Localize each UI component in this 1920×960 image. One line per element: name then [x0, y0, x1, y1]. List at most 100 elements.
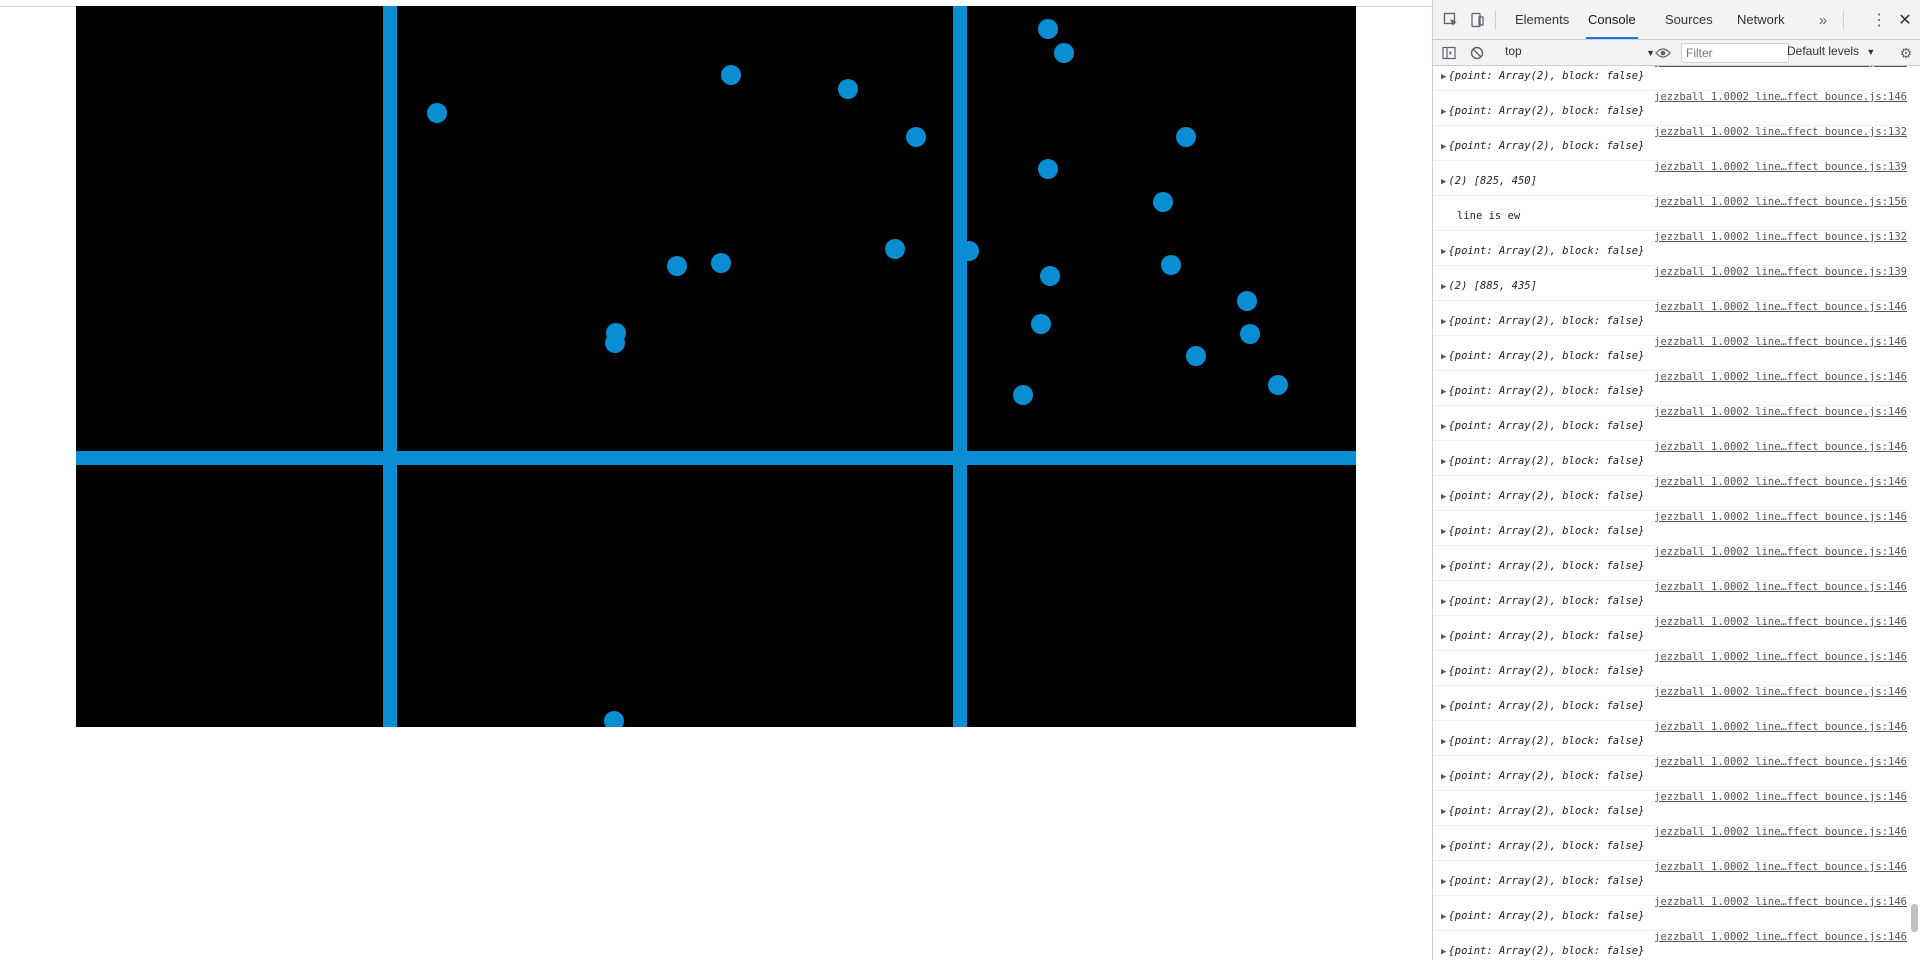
tab-network[interactable]: Network	[1737, 12, 1785, 27]
console-message[interactable]: jezzball 1.0002 line…ffect bounce.js:146…	[1433, 756, 1909, 791]
console-message[interactable]: jezzball 1.0002 line…ffect bounce.js:146…	[1433, 66, 1909, 91]
expand-triangle-icon[interactable]: ▶	[1441, 737, 1447, 747]
filter-input[interactable]	[1681, 43, 1789, 63]
sidebar-toggle-icon[interactable]	[1439, 43, 1459, 63]
expand-triangle-icon[interactable]: ▶	[1441, 527, 1447, 537]
message-source-link[interactable]: jezzball 1.0002 line…ffect bounce.js:146	[1654, 896, 1907, 908]
expand-triangle-icon[interactable]: ▶	[1441, 72, 1447, 82]
expand-triangle-icon[interactable]: ▶	[1441, 807, 1447, 817]
console-message[interactable]: jezzball 1.0002 line…ffect bounce.js:146…	[1433, 931, 1909, 960]
devtools-panel: Elements Console Sources Network » ⋮ ✕ t…	[1432, 0, 1920, 960]
message-source-link[interactable]: jezzball 1.0002 line…ffect bounce.js:146	[1654, 91, 1907, 103]
console-message[interactable]: jezzball 1.0002 line…ffect bounce.js:146…	[1433, 546, 1909, 581]
message-source-link[interactable]: jezzball 1.0002 line…ffect bounce.js:132	[1654, 126, 1907, 138]
message-text: ▶ {point: Array(2), block: false}	[1441, 560, 1644, 572]
message-source-link[interactable]: jezzball 1.0002 line…ffect bounce.js:146	[1654, 756, 1907, 768]
console-message[interactable]: jezzball 1.0002 line…ffect bounce.js:146…	[1433, 826, 1909, 861]
message-source-link[interactable]: jezzball 1.0002 line…ffect bounce.js:146	[1654, 581, 1907, 593]
console-output[interactable]: jezzball 1.0002 line…ffect bounce.js:146…	[1433, 66, 1920, 960]
console-message[interactable]: jezzball 1.0002 line…ffect bounce.js:146…	[1433, 91, 1909, 126]
double-chevron-icon[interactable]: »	[1818, 11, 1828, 29]
console-message[interactable]: jezzball 1.0002 line…ffect bounce.js:132…	[1433, 126, 1909, 161]
message-source-link[interactable]: jezzball 1.0002 line…ffect bounce.js:146	[1654, 686, 1907, 698]
console-message[interactable]: jezzball 1.0002 line…ffect bounce.js:146…	[1433, 861, 1909, 896]
tab-sources[interactable]: Sources	[1665, 12, 1713, 27]
message-source-link[interactable]: jezzball 1.0002 line…ffect bounce.js:146	[1654, 791, 1907, 803]
console-message[interactable]: jezzball 1.0002 line…ffect bounce.js:146…	[1433, 301, 1909, 336]
console-message[interactable]: jezzball 1.0002 line…ffect bounce.js:146…	[1433, 511, 1909, 546]
message-source-link[interactable]: jezzball 1.0002 line…ffect bounce.js:146	[1654, 476, 1907, 488]
message-source-link[interactable]: jezzball 1.0002 line…ffect bounce.js:146	[1654, 301, 1907, 313]
console-message[interactable]: jezzball 1.0002 line…ffect bounce.js:146…	[1433, 476, 1909, 511]
console-message[interactable]: jezzball 1.0002 line…ffect bounce.js:146…	[1433, 896, 1909, 931]
message-source-link[interactable]: jezzball 1.0002 line…ffect bounce.js:132	[1654, 231, 1907, 243]
device-toolbar-icon[interactable]	[1467, 10, 1487, 30]
console-message[interactable]: jezzball 1.0002 line…ffect bounce.js:139…	[1433, 266, 1909, 301]
message-source-link[interactable]: jezzball 1.0002 line…ffect bounce.js:146	[1654, 616, 1907, 628]
console-message[interactable]: jezzball 1.0002 line…ffect bounce.js:146…	[1433, 441, 1909, 476]
message-source-link[interactable]: jezzball 1.0002 line…ffect bounce.js:146	[1654, 66, 1907, 68]
console-scrollbar[interactable]	[1911, 904, 1918, 932]
expand-triangle-icon[interactable]: ▶	[1441, 492, 1447, 502]
message-source-link[interactable]: jezzball 1.0002 line…ffect bounce.js:146	[1654, 721, 1907, 733]
message-source-link[interactable]: jezzball 1.0002 line…ffect bounce.js:146	[1654, 826, 1907, 838]
expand-triangle-icon[interactable]: ▶	[1441, 247, 1447, 257]
console-message[interactable]: jezzball 1.0002 line…ffect bounce.js:146…	[1433, 406, 1909, 441]
message-source-link[interactable]: jezzball 1.0002 line…ffect bounce.js:146	[1654, 336, 1907, 348]
message-source-link[interactable]: jezzball 1.0002 line…ffect bounce.js:146	[1654, 651, 1907, 663]
message-source-link[interactable]: jezzball 1.0002 line…ffect bounce.js:139	[1654, 161, 1907, 173]
expand-triangle-icon[interactable]: ▶	[1441, 352, 1447, 362]
expand-triangle-icon[interactable]: ▶	[1441, 667, 1447, 677]
message-source-link[interactable]: jezzball 1.0002 line…ffect bounce.js:146	[1654, 861, 1907, 873]
expand-triangle-icon[interactable]: ▶	[1441, 912, 1447, 922]
expand-triangle-icon[interactable]: ▶	[1441, 702, 1447, 712]
message-source-link[interactable]: jezzball 1.0002 line…ffect bounce.js:146	[1654, 931, 1907, 943]
context-select[interactable]: top ▼	[1505, 44, 1655, 62]
expand-triangle-icon[interactable]: ▶	[1441, 422, 1447, 432]
expand-triangle-icon[interactable]: ▶	[1441, 877, 1447, 887]
message-source-link[interactable]: jezzball 1.0002 line…ffect bounce.js:146	[1654, 511, 1907, 523]
expand-triangle-icon[interactable]: ▶	[1441, 842, 1447, 852]
expand-triangle-icon[interactable]: ▶	[1441, 632, 1447, 642]
expand-triangle-icon[interactable]: ▶	[1441, 177, 1447, 187]
log-levels-select[interactable]: Default levels ▼	[1787, 44, 1887, 62]
message-source-link[interactable]: jezzball 1.0002 line…ffect bounce.js:139	[1654, 266, 1907, 278]
expand-triangle-icon[interactable]: ▶	[1441, 772, 1447, 782]
console-message[interactable]: jezzball 1.0002 line…ffect bounce.js:146…	[1433, 791, 1909, 826]
settings-gear-icon[interactable]: ⚙	[1899, 44, 1913, 61]
console-message[interactable]: jezzball 1.0002 line…ffect bounce.js:146…	[1433, 581, 1909, 616]
expand-triangle-icon[interactable]: ▶	[1441, 107, 1447, 117]
expand-triangle-icon[interactable]: ▶	[1441, 387, 1447, 397]
console-message[interactable]: jezzball 1.0002 line…ffect bounce.js:146…	[1433, 651, 1909, 686]
console-message[interactable]: jezzball 1.0002 line…ffect bounce.js:146…	[1433, 721, 1909, 756]
expand-triangle-icon[interactable]: ▶	[1441, 597, 1447, 607]
expand-triangle-icon[interactable]: ▶	[1441, 317, 1447, 327]
expand-triangle-icon[interactable]: ▶	[1441, 142, 1447, 152]
inspect-element-icon[interactable]	[1441, 10, 1461, 30]
console-message[interactable]: jezzball 1.0002 line…ffect bounce.js:156…	[1433, 196, 1909, 231]
console-message[interactable]: jezzball 1.0002 line…ffect bounce.js:146…	[1433, 686, 1909, 721]
message-source-link[interactable]: jezzball 1.0002 line…ffect bounce.js:146	[1654, 406, 1907, 418]
console-message[interactable]: jezzball 1.0002 line…ffect bounce.js:146…	[1433, 371, 1909, 406]
kebab-menu-icon[interactable]: ⋮	[1871, 12, 1887, 29]
console-message[interactable]: jezzball 1.0002 line…ffect bounce.js:146…	[1433, 616, 1909, 651]
console-message[interactable]: jezzball 1.0002 line…ffect bounce.js:146…	[1433, 336, 1909, 371]
message-source-link[interactable]: jezzball 1.0002 line…ffect bounce.js:146	[1654, 546, 1907, 558]
message-source-link[interactable]: jezzball 1.0002 line…ffect bounce.js:156	[1654, 196, 1907, 208]
game-canvas[interactable]	[76, 6, 1356, 727]
close-icon[interactable]: ✕	[1898, 12, 1912, 29]
console-message[interactable]: jezzball 1.0002 line…ffect bounce.js:132…	[1433, 231, 1909, 266]
console-message[interactable]: jezzball 1.0002 line…ffect bounce.js:139…	[1433, 161, 1909, 196]
expand-triangle-icon[interactable]: ▶	[1441, 457, 1447, 467]
message-text: ▶ {point: Array(2), block: false}	[1441, 525, 1644, 537]
clear-console-icon[interactable]	[1467, 43, 1487, 63]
tab-console[interactable]: Console	[1586, 0, 1638, 39]
tab-elements[interactable]: Elements	[1515, 12, 1570, 27]
eye-icon[interactable]	[1653, 43, 1673, 63]
message-value: (2) [825, 450]	[1448, 175, 1537, 187]
message-source-link[interactable]: jezzball 1.0002 line…ffect bounce.js:146	[1654, 371, 1907, 383]
message-source-link[interactable]: jezzball 1.0002 line…ffect bounce.js:146	[1654, 441, 1907, 453]
expand-triangle-icon[interactable]: ▶	[1441, 282, 1447, 292]
expand-triangle-icon[interactable]: ▶	[1441, 562, 1447, 572]
expand-triangle-icon[interactable]: ▶	[1441, 947, 1447, 957]
